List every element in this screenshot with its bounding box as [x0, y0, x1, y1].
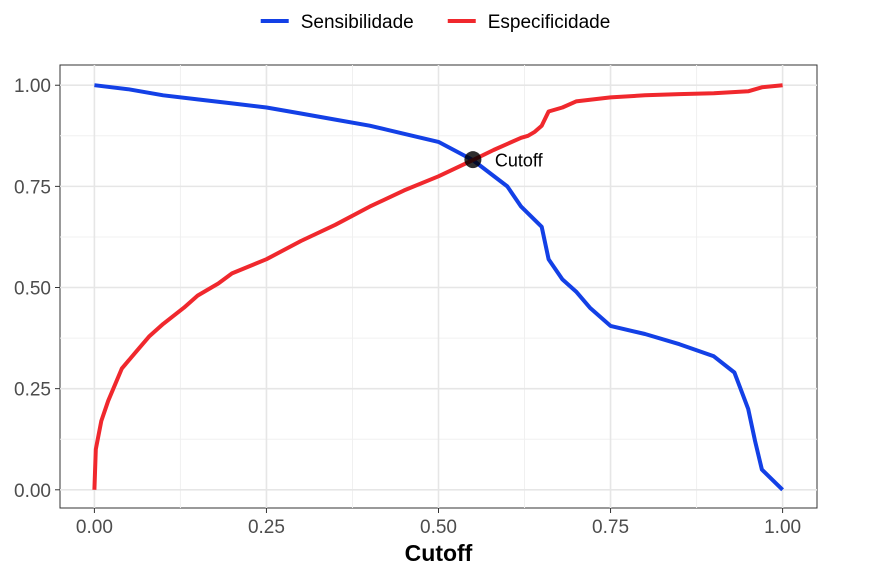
x-tick-label: 0.75: [592, 517, 629, 538]
y-tick-label: 0.25: [14, 380, 51, 401]
x-axis-title: Cutoff: [405, 540, 473, 566]
legend-label: Sensibilidade: [301, 12, 414, 33]
grid: [60, 65, 817, 508]
series-line-especificidade: [92, 83, 783, 490]
x-tick-label: 0.25: [248, 517, 285, 538]
cutoff-point-label: Cutoff: [495, 151, 544, 171]
series-line-sensibilidade: [94, 83, 784, 492]
legend-label: Especificidade: [488, 12, 611, 33]
x-tick-label: 1.00: [764, 517, 801, 538]
y-tick-label: 0.75: [14, 177, 51, 198]
legend: Sensibilidade Especificidade: [260, 12, 611, 33]
x-tick-label: 0.50: [420, 517, 457, 538]
series-layer: [92, 83, 784, 492]
annotation-layer: Cutoff: [464, 151, 544, 171]
y-tick-label: 0.00: [14, 481, 51, 502]
legend-item-sensibilidade: Sensibilidade: [260, 12, 414, 33]
y-axis: 0.00 0.25 0.50 0.75 1.00: [14, 76, 60, 502]
y-tick-label: 0.50: [14, 279, 51, 300]
legend-item-especificidade: Especificidade: [447, 12, 611, 33]
x-axis: 0.00 0.25 0.50 0.75 1.00: [76, 508, 801, 538]
x-tick-label: 0.00: [76, 517, 113, 538]
cutoff-point: [464, 151, 482, 169]
y-tick-label: 1.00: [14, 76, 51, 97]
